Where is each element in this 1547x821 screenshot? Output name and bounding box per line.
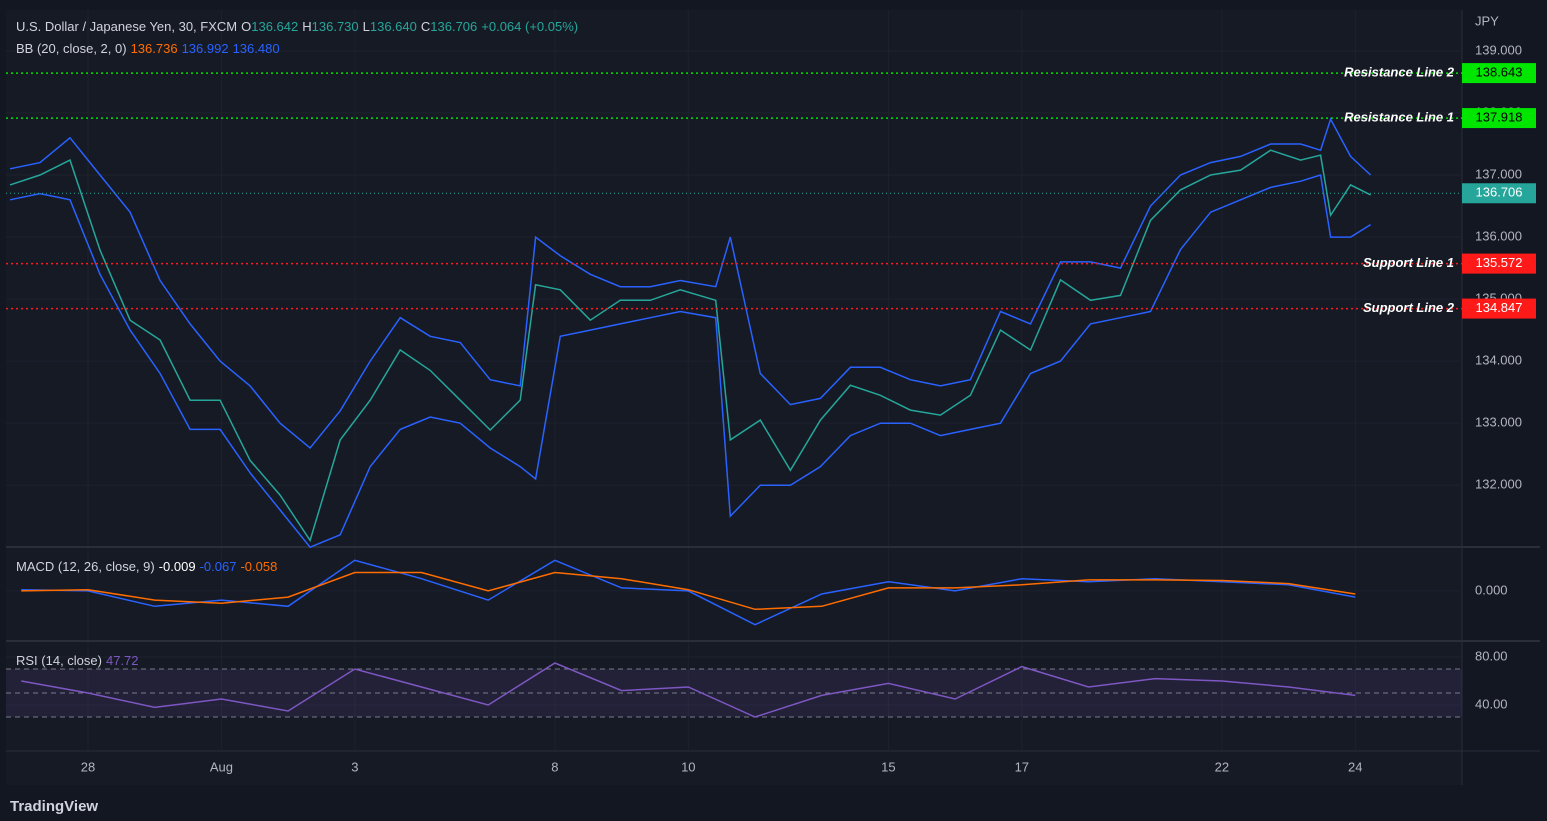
- brand: TradingView: [10, 798, 99, 815]
- series-line: [9, 117, 1372, 450]
- rsi-legend: RSI (14, close) 47.72: [16, 653, 143, 668]
- x-tick-label: 10: [681, 759, 695, 774]
- bb-value: 136.736: [130, 41, 178, 56]
- y-tick-label: 137.000: [1475, 166, 1522, 181]
- x-tick-label: 24: [1348, 759, 1362, 774]
- price-tag-label: 136.706: [1476, 185, 1523, 200]
- series-line: [21, 662, 1356, 718]
- change: +0.064 (+0.05%): [481, 19, 579, 34]
- price-tag-label: 138.643: [1476, 65, 1523, 80]
- signal-value: -0.058: [240, 559, 278, 574]
- macd-value: -0.067: [199, 559, 237, 574]
- price-tag: [1462, 298, 1536, 319]
- y-tick-label: 0.000: [1475, 582, 1508, 597]
- level-name: Resistance Line 1: [1344, 110, 1454, 125]
- y-tick-label: 134.000: [1475, 353, 1522, 368]
- l-label: L: [362, 19, 370, 34]
- y-tick-label: 139.000: [1475, 42, 1522, 57]
- bb-value: 136.480: [232, 41, 280, 56]
- c-label: C: [420, 19, 431, 34]
- y-tick-label: 40.00: [1475, 696, 1508, 711]
- price-tag: [1462, 253, 1536, 274]
- macd-hist-value: -0.009: [158, 559, 196, 574]
- price-tag-label: 134.847: [1476, 300, 1523, 315]
- price-tag-label: 137.918: [1476, 110, 1523, 125]
- price-tag-label: 135.572: [1476, 255, 1523, 270]
- macd-legend: MACD (12, 26, close, 9) -0.009 -0.067 -0.05…: [16, 559, 281, 574]
- series-line: [9, 149, 1371, 543]
- y-tick-label: 136.000: [1475, 228, 1522, 243]
- y-tick-label: 80.00: [1475, 648, 1508, 663]
- symbol: U.S. Dollar / Japanese Yen, 30, FXCM: [16, 19, 238, 34]
- h-label: H: [302, 19, 312, 34]
- price-tag: [1462, 63, 1536, 84]
- price-tag: [1462, 108, 1536, 129]
- level-name: Support Line 1: [1363, 255, 1454, 270]
- o-value: 136.642: [251, 19, 299, 34]
- plot-area: [6, 10, 1462, 785]
- series-line: [9, 174, 1371, 549]
- y-tick-label: 133.000: [1475, 415, 1522, 430]
- y-tick-label: 132.000: [1475, 477, 1522, 492]
- x-tick-label: Aug: [210, 759, 233, 774]
- x-tick-label: 8: [551, 759, 558, 774]
- x-tick-label: 15: [881, 759, 895, 774]
- rsi-value: 47.72: [105, 653, 139, 668]
- level-name: Resistance Line 2: [1344, 65, 1455, 80]
- c-value: 136.706: [430, 19, 478, 34]
- x-tick-label: 3: [351, 759, 358, 774]
- macd-name: MACD (12, 26, close, 9): [16, 559, 155, 574]
- x-tick-label: 17: [1015, 759, 1029, 774]
- bb-legend: BB (20, close, 2, 0) 136.736 136.992 136.48…: [16, 41, 284, 56]
- h-value: 136.730: [311, 19, 359, 34]
- currency: JPY: [1475, 13, 1499, 28]
- bb-name: BB (20, close, 2, 0): [16, 41, 127, 56]
- rsi-band: [6, 669, 1462, 717]
- l-value: 136.640: [369, 19, 417, 34]
- level-name: Support Line 2: [1363, 300, 1455, 315]
- price-legend: U.S. Dollar / Japanese Yen, 30, FXCM O136…: [16, 19, 582, 34]
- x-tick-label: 28: [81, 759, 95, 774]
- rsi-name: RSI (14, close): [16, 653, 102, 668]
- bb-value: 136.992: [181, 41, 229, 56]
- o-label: O: [241, 19, 252, 34]
- x-tick-label: 22: [1215, 759, 1229, 774]
- price-tag: [1462, 183, 1536, 204]
- series-line: [21, 571, 1356, 611]
